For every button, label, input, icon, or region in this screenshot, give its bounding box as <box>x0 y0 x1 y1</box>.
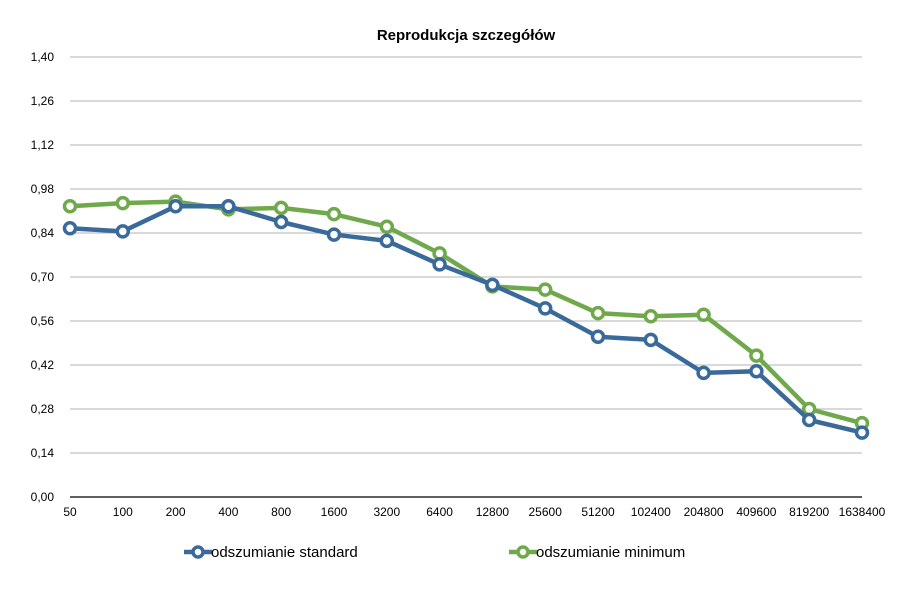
y-tick-label: 0,14 <box>31 446 55 460</box>
data-point <box>749 348 764 363</box>
data-point <box>590 305 606 321</box>
series-2 <box>62 194 870 431</box>
x-tick-label: 100 <box>113 505 133 519</box>
data-point <box>221 199 236 214</box>
x-tick-label: 1638400 <box>839 505 886 519</box>
legend-item: odszumianie minimum <box>509 544 685 561</box>
x-tick-label: 1600 <box>321 505 348 519</box>
y-tick-label: 0,70 <box>31 270 55 284</box>
data-point <box>379 219 395 234</box>
x-tick-label: 204800 <box>684 505 724 519</box>
legend-item: odszumianie standard <box>184 544 358 561</box>
series-line <box>67 204 865 435</box>
y-tick-label: 0,28 <box>31 402 55 416</box>
data-point <box>801 412 817 428</box>
data-point <box>749 364 764 379</box>
y-axis-ticks: 0,00 0,14 0,28 0,42 0,56 0,70 0,84 0,98 1,12 1,26… <box>31 50 55 504</box>
data-point <box>379 233 395 249</box>
grid-lines <box>70 56 862 454</box>
x-tick-label: 819200 <box>789 505 829 519</box>
series <box>62 194 870 440</box>
data-point <box>643 309 659 324</box>
y-tick-label: 1,12 <box>31 138 55 152</box>
x-tick-label: 800 <box>271 505 291 519</box>
y-tick-label: 0,84 <box>31 226 55 240</box>
legend-label: odszumianie minimum <box>536 544 685 561</box>
data-point <box>696 307 711 322</box>
x-tick-label: 51200 <box>581 505 615 519</box>
series-line <box>67 199 865 426</box>
y-tick-label: 0,42 <box>31 358 55 372</box>
data-point <box>537 301 553 316</box>
chart-title: Reprodukcja szczegółów <box>377 27 556 44</box>
y-tick-label: 0,56 <box>31 314 55 328</box>
x-tick-label: 6400 <box>426 505 453 519</box>
data-point <box>62 199 78 214</box>
data-point <box>273 214 289 230</box>
x-axis-ticks: 50 100 200 400 800 1600 3200 6400 12800 25600 5120… <box>63 505 885 519</box>
legend: odszumianie standard odszumianie minimum <box>184 544 685 561</box>
data-point <box>326 227 342 242</box>
x-tick-label: 400 <box>218 505 238 519</box>
data-point <box>273 200 289 216</box>
data-point <box>643 332 659 348</box>
y-tick-label: 1,40 <box>31 50 55 64</box>
y-tick-label: 0,98 <box>31 182 55 196</box>
data-point <box>590 329 606 344</box>
y-tick-label: 0,00 <box>31 490 55 504</box>
data-point <box>326 206 342 222</box>
x-tick-label: 12800 <box>476 505 510 519</box>
x-tick-label: 50 <box>63 505 77 519</box>
legend-marker <box>191 545 205 559</box>
data-point <box>485 277 500 293</box>
x-tick-label: 102400 <box>631 505 671 519</box>
x-tick-label: 25600 <box>529 505 563 519</box>
legend-label: odszumianie standard <box>211 544 358 561</box>
y-tick-label: 1,26 <box>31 94 55 108</box>
legend-marker <box>516 545 530 559</box>
data-point <box>537 282 553 297</box>
series-1 <box>62 199 870 440</box>
data-point <box>115 195 131 211</box>
data-point <box>115 224 131 239</box>
data-point <box>62 221 78 236</box>
x-tick-label: 3200 <box>373 505 400 519</box>
data-point <box>168 199 183 214</box>
data-point <box>854 425 870 440</box>
x-tick-label: 409600 <box>736 505 776 519</box>
data-point <box>432 257 447 272</box>
x-tick-label: 200 <box>166 505 186 519</box>
data-point <box>696 365 711 381</box>
